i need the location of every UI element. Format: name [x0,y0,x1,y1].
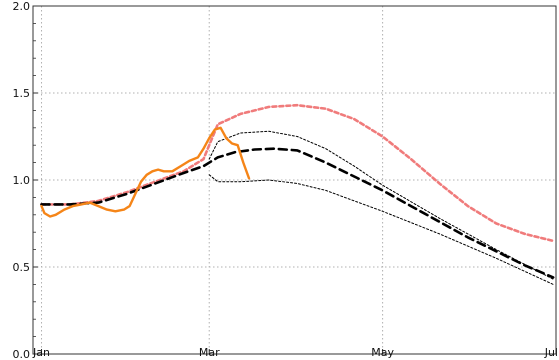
series-line-upper-scenario [40,103,555,243]
y-tick-label: 0.0 [13,348,31,360]
x-tick-label: May [371,346,394,359]
y-tick-labels: 0.0 0.5 1.0 1.5 2.0 [13,0,31,360]
x-tick-labels: Jan Mar May Jul [32,346,558,359]
series-line-observed [40,126,251,218]
x-tick-label: Mar [199,346,220,359]
grid [33,6,556,354]
y-tick-label: 1.5 [13,87,31,100]
tick-marks [33,5,557,355]
x-tick-label: Jul [544,346,558,359]
y-tick-label: 0.5 [13,261,31,274]
y-tick-label: 1.0 [13,174,31,187]
y-tick-label: 2.0 [13,0,31,13]
series-line-lower-bound [208,174,554,285]
x-tick-label: Jan [32,346,50,359]
series-line-central [40,147,555,279]
series-line-upper-bound [208,130,554,280]
series-layer [40,103,555,285]
